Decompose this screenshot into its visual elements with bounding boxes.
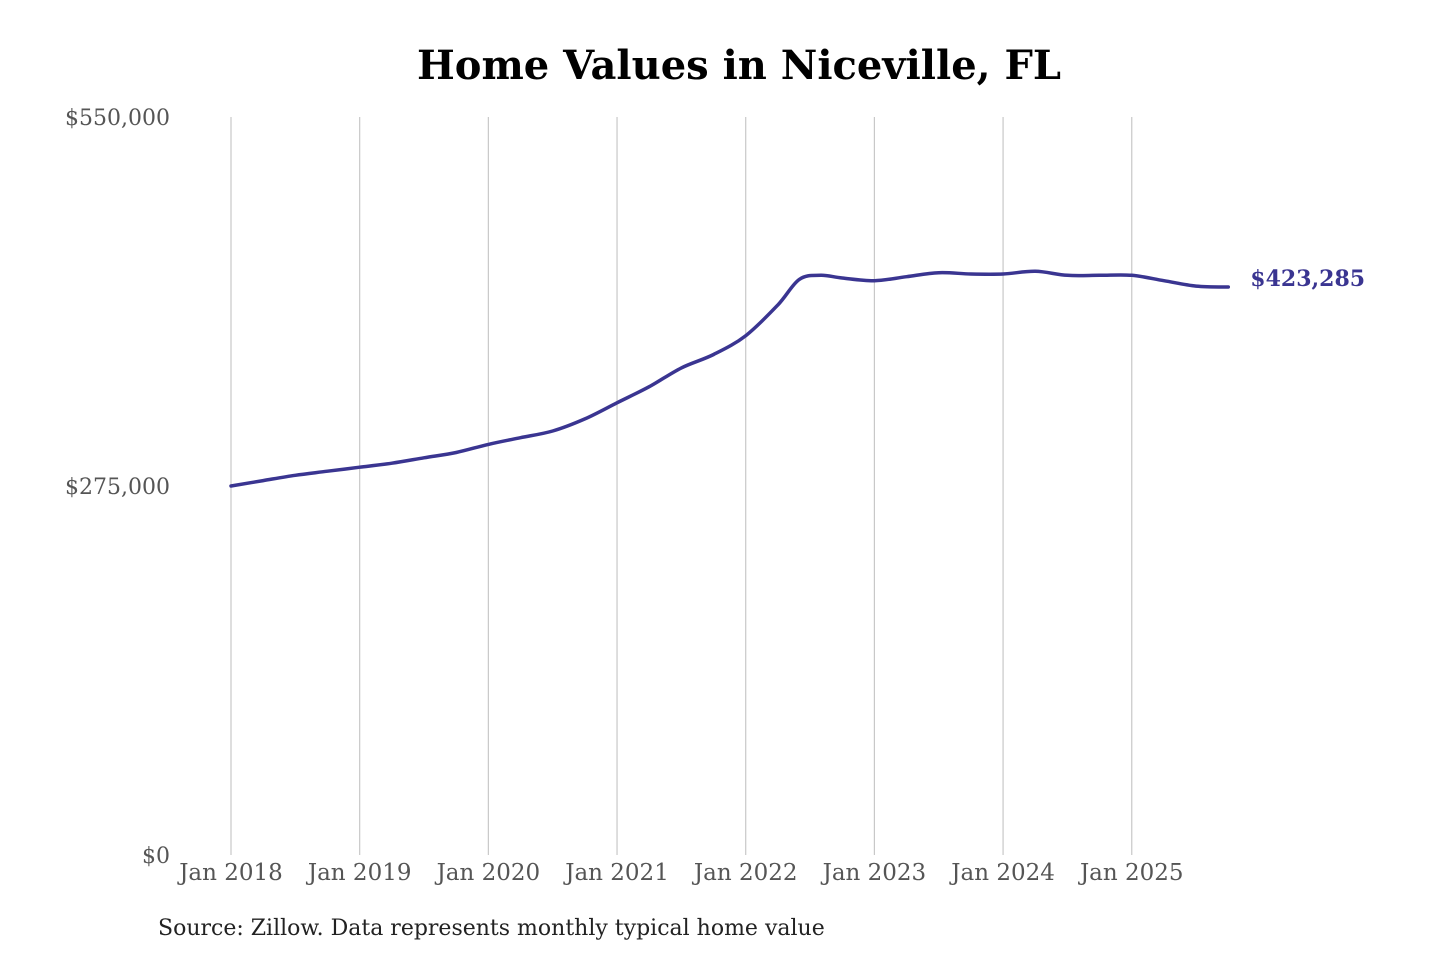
x-tick-label: Jan 2018 (177, 860, 283, 886)
x-tick-label: Jan 2020 (435, 860, 541, 886)
x-tick-label: Jan 2025 (1078, 860, 1184, 886)
y-tick-label: $275,000 (65, 475, 170, 500)
gridlines (230, 117, 1133, 855)
y-tick-label: $550,000 (65, 106, 170, 131)
source-note: Source: Zillow. Data represents monthly … (158, 916, 825, 941)
y-tick-label: $0 (142, 844, 170, 869)
x-axis-ticks: Jan 2018 Jan 2019 Jan 2020 Jan 2021 Jan 2022… (177, 860, 1183, 886)
end-value-label: $423,285 (1250, 266, 1365, 292)
x-tick-label: Jan 2024 (949, 860, 1055, 886)
series-line (229, 269, 1231, 488)
end-labels: $423,285 (1250, 266, 1365, 292)
chart-title: Home Values in Niceville, FL (416, 42, 1062, 89)
y-axis-ticks: $550,000 $275,000 $0 (65, 106, 170, 869)
x-tick-label: Jan 2022 (692, 860, 798, 886)
x-tick-label: Jan 2023 (821, 860, 927, 886)
x-tick-label: Jan 2019 (306, 860, 412, 886)
x-tick-label: Jan 2021 (563, 860, 669, 886)
series-lines (229, 269, 1231, 488)
